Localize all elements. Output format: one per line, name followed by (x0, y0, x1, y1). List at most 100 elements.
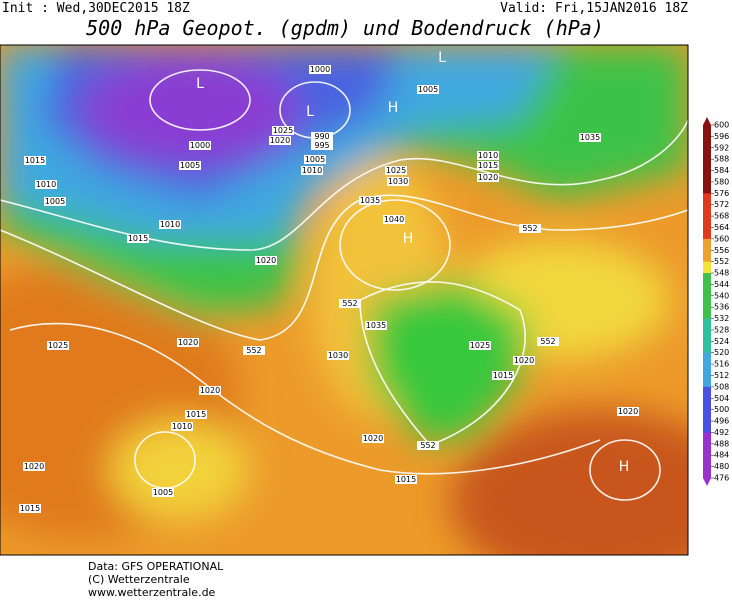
label-background (255, 256, 277, 265)
label-background (617, 407, 639, 416)
isobar-label: 1035 (360, 196, 380, 205)
isobar-label: 1030 (388, 177, 408, 186)
colorbar-band (703, 216, 711, 228)
colorbar-band (703, 386, 711, 399)
colorbar-label: 528 (714, 325, 729, 334)
label-background (35, 180, 57, 189)
label-background (417, 441, 439, 450)
isobar-label: 1010 (172, 422, 192, 431)
colorbar-band (703, 284, 711, 297)
colorbar-label: 584 (714, 166, 729, 175)
colorbar-band (703, 193, 711, 206)
label-background (492, 371, 514, 380)
isobar-label: 552 (246, 346, 261, 355)
colorbar-label: 520 (714, 348, 729, 357)
label-background (309, 65, 331, 74)
isobar-label: 1015 (186, 410, 206, 419)
label-background (477, 173, 499, 182)
colorbar-band (703, 443, 711, 456)
isobar-label: 1005 (45, 197, 65, 206)
isobar-label: 1035 (580, 133, 600, 142)
isobar-label: 1015 (478, 161, 498, 170)
isobar-label: 1015 (128, 234, 148, 243)
label-background (359, 196, 381, 205)
isobar-label: 1025 (48, 341, 68, 350)
colorbar-band (703, 170, 711, 183)
label-background (537, 337, 559, 346)
colorbar-label: 504 (714, 394, 729, 403)
colorbar-band (703, 147, 711, 160)
colorbar-label: 552 (714, 257, 729, 266)
isobar-label: 1020 (24, 462, 44, 471)
colorbar-band (703, 204, 711, 217)
colorbar-label: 536 (714, 303, 729, 312)
isobar-label: 552 (420, 441, 435, 450)
label-background (152, 488, 174, 497)
colorbar-label: 492 (714, 428, 729, 437)
isobar-label: 1030 (328, 351, 348, 360)
colorbar-label: 476 (714, 474, 729, 483)
map-area (0, 45, 688, 555)
colorbar-label: 560 (714, 234, 729, 243)
colorbar-label: 512 (714, 371, 729, 380)
label-background (339, 299, 361, 308)
colorbar-label: 572 (714, 200, 729, 209)
colorbar-label: 488 (714, 439, 729, 448)
colorbar-band (703, 329, 711, 342)
colorbar-label: 588 (714, 155, 729, 164)
colorbar-label: 564 (714, 223, 729, 232)
isobar-label: 1020 (514, 356, 534, 365)
isobar-label: 1010 (302, 166, 322, 175)
valid-time: Valid: Fri,15JAN2016 18Z (500, 1, 688, 16)
pressure-center: H (403, 231, 414, 247)
label-background (477, 151, 499, 160)
label-background (185, 410, 207, 419)
label-background (383, 215, 405, 224)
colorbar-label: 576 (714, 189, 729, 198)
label-background (385, 166, 407, 175)
label-background (19, 504, 41, 513)
label-background (417, 85, 439, 94)
isobar-label: 1015 (20, 504, 40, 513)
colorbar-band (703, 375, 711, 388)
colorbar-label: 508 (714, 382, 729, 391)
isobar-label: 1015 (25, 156, 45, 165)
label-background (171, 422, 193, 431)
label-background (47, 341, 69, 350)
colorbar-label: 592 (714, 143, 729, 152)
colorbar-band (703, 227, 711, 240)
label-background (362, 434, 384, 443)
colorbar-band (703, 261, 711, 274)
colorbar-label: 544 (714, 280, 729, 289)
colorbar-band (703, 466, 711, 479)
colorbar-label: 548 (714, 269, 729, 278)
isobar-label: 1000 (310, 65, 330, 74)
isobar-label: 1020 (618, 407, 638, 416)
isobar-label: 1035 (366, 321, 386, 330)
isobar-label: 1005 (418, 85, 438, 94)
colorbar-band (703, 136, 711, 149)
isobar-label: 1020 (270, 136, 290, 145)
isobar-label: 1020 (200, 386, 220, 395)
label-background (272, 126, 294, 135)
label-background (301, 166, 323, 175)
colorbar-band (703, 307, 711, 320)
isobar-label: 1015 (493, 371, 513, 380)
isobar-label: 552 (522, 224, 537, 233)
isobar-label: 1000 (190, 141, 210, 150)
pressure-center: L (438, 50, 446, 66)
label-background (513, 356, 535, 365)
label-background (327, 351, 349, 360)
colorbar-label: 580 (714, 177, 729, 186)
init-time: Init : Wed,30DEC2015 18Z (2, 1, 190, 16)
colorbar-band (703, 364, 711, 377)
colorbar-label: 600 (714, 121, 729, 130)
label-background (395, 475, 417, 484)
isobar-label: 1025 (386, 166, 406, 175)
isobar-label: 1025 (470, 341, 490, 350)
isobar-label: 1010 (478, 151, 498, 160)
label-background (519, 224, 541, 233)
pressure-center: L (306, 104, 314, 120)
pressure-center: H (388, 100, 399, 116)
